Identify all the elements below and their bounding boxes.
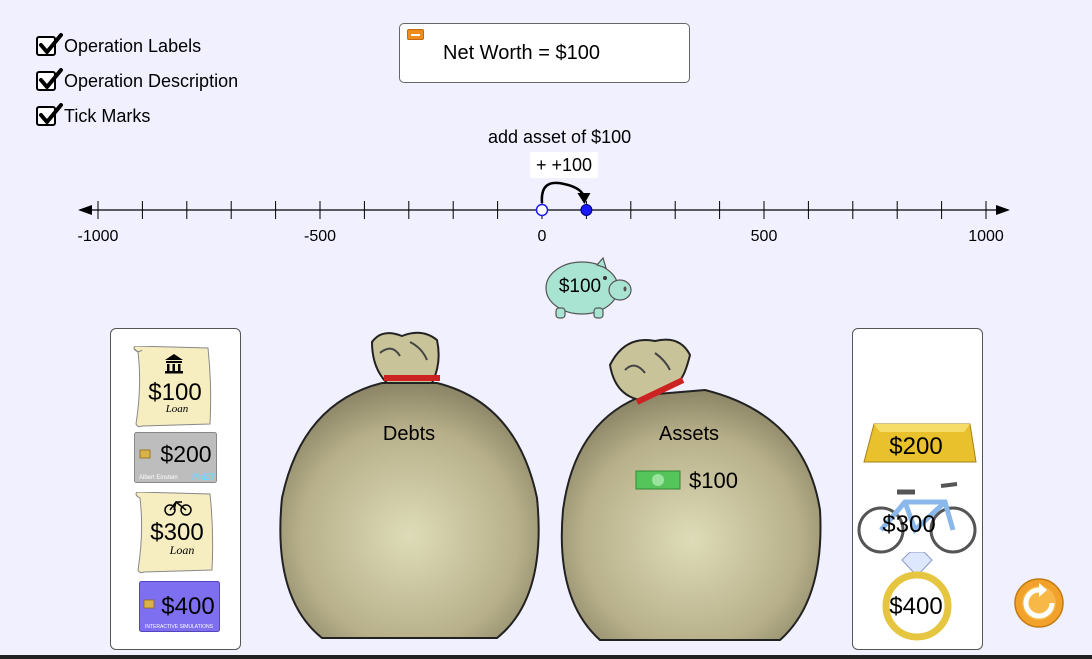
net-worth-readout: Net Worth = $100 (443, 42, 600, 64)
loan-caption: Loan (169, 543, 195, 557)
tick-labels: -1000 -500 0 500 1000 (78, 228, 1004, 245)
piggy-bank-icon (545, 256, 632, 319)
debts-bag[interactable]: Debts (272, 328, 547, 650)
tick-label: 0 (538, 228, 547, 245)
checkbox-checked-icon (36, 103, 63, 126)
tick-label: -500 (304, 228, 336, 245)
card-chip-icon (143, 599, 155, 609)
checkbox-operation-labels[interactable]: Operation Labels (36, 33, 201, 59)
card-holder: Albert Einstein (139, 475, 178, 481)
ring-400[interactable]: $400 (880, 552, 954, 642)
bicycle-icon (857, 482, 977, 554)
collapse-button[interactable] (407, 29, 424, 40)
assets-bag[interactable]: Assets $100 (555, 335, 827, 650)
tick-label: 1000 (968, 228, 1004, 245)
loan-caption: Loan (165, 403, 189, 415)
card-holder: INTERACTIVE SIMULATIONS (145, 624, 214, 630)
card-brand: PhET (192, 472, 216, 482)
loan-300[interactable]: $300 Loan (132, 492, 222, 574)
cash-icon (635, 470, 681, 490)
checkbox-label: Operation Labels (64, 35, 202, 56)
asset-item-amount: $300 (882, 511, 935, 538)
tick-label: -1000 (78, 228, 119, 245)
card-amount: $200 (160, 441, 211, 467)
piggy-bank-value: $100 (559, 276, 601, 297)
credit-card-200[interactable]: $200 Albert Einstein PhET (134, 432, 218, 484)
credit-card-400[interactable]: $400 INTERACTIVE SIMULATIONS (139, 581, 221, 633)
start-point (535, 203, 549, 217)
loan-amount: $100 (148, 379, 201, 406)
debts-bag-label: Debts (383, 423, 435, 445)
right-arrow-icon (996, 205, 1010, 215)
operation-arrow (540, 181, 586, 204)
left-arrow-icon (78, 205, 92, 215)
bottom-border (0, 655, 1092, 659)
operation-description: + +100 (530, 152, 598, 178)
checkbox-label: Tick Marks (64, 105, 151, 126)
checkbox-checked-icon (36, 33, 63, 56)
operation-label: add asset of $100 (488, 127, 632, 147)
net-worth-panel: Net Worth = $100 (399, 23, 690, 83)
checkbox-checked-icon (36, 68, 63, 91)
gold-bar-200[interactable]: $200 (862, 422, 978, 466)
loan-100[interactable]: $100 Loan (130, 346, 220, 428)
arrowhead-icon (577, 193, 591, 204)
asset-item-amount: $400 (889, 593, 942, 620)
piggy-bank[interactable]: $100 (542, 256, 634, 320)
reset-button[interactable] (1014, 578, 1064, 628)
bank-icon (165, 354, 183, 374)
loan-amount: $300 (150, 519, 203, 546)
card-chip-icon (139, 449, 151, 459)
checkbox-tick-marks[interactable]: Tick Marks (36, 103, 150, 129)
bicycle-icon (164, 500, 192, 516)
checkbox-operation-description[interactable]: Operation Description (36, 68, 238, 94)
assets-bag-label: Assets (659, 423, 719, 445)
tick-label: 500 (751, 228, 778, 245)
bicycle-300[interactable]: $300 (857, 480, 979, 558)
number-line: -1000 -500 0 500 1000 (78, 181, 1010, 245)
card-amount: $400 (161, 593, 214, 620)
asset-amount: $100 (689, 468, 738, 493)
current-point (580, 204, 593, 216)
reset-icon (1014, 578, 1064, 628)
checkbox-label: Operation Description (64, 70, 239, 91)
assets-item-panel (852, 328, 983, 650)
asset-item-amount: $200 (889, 433, 942, 460)
